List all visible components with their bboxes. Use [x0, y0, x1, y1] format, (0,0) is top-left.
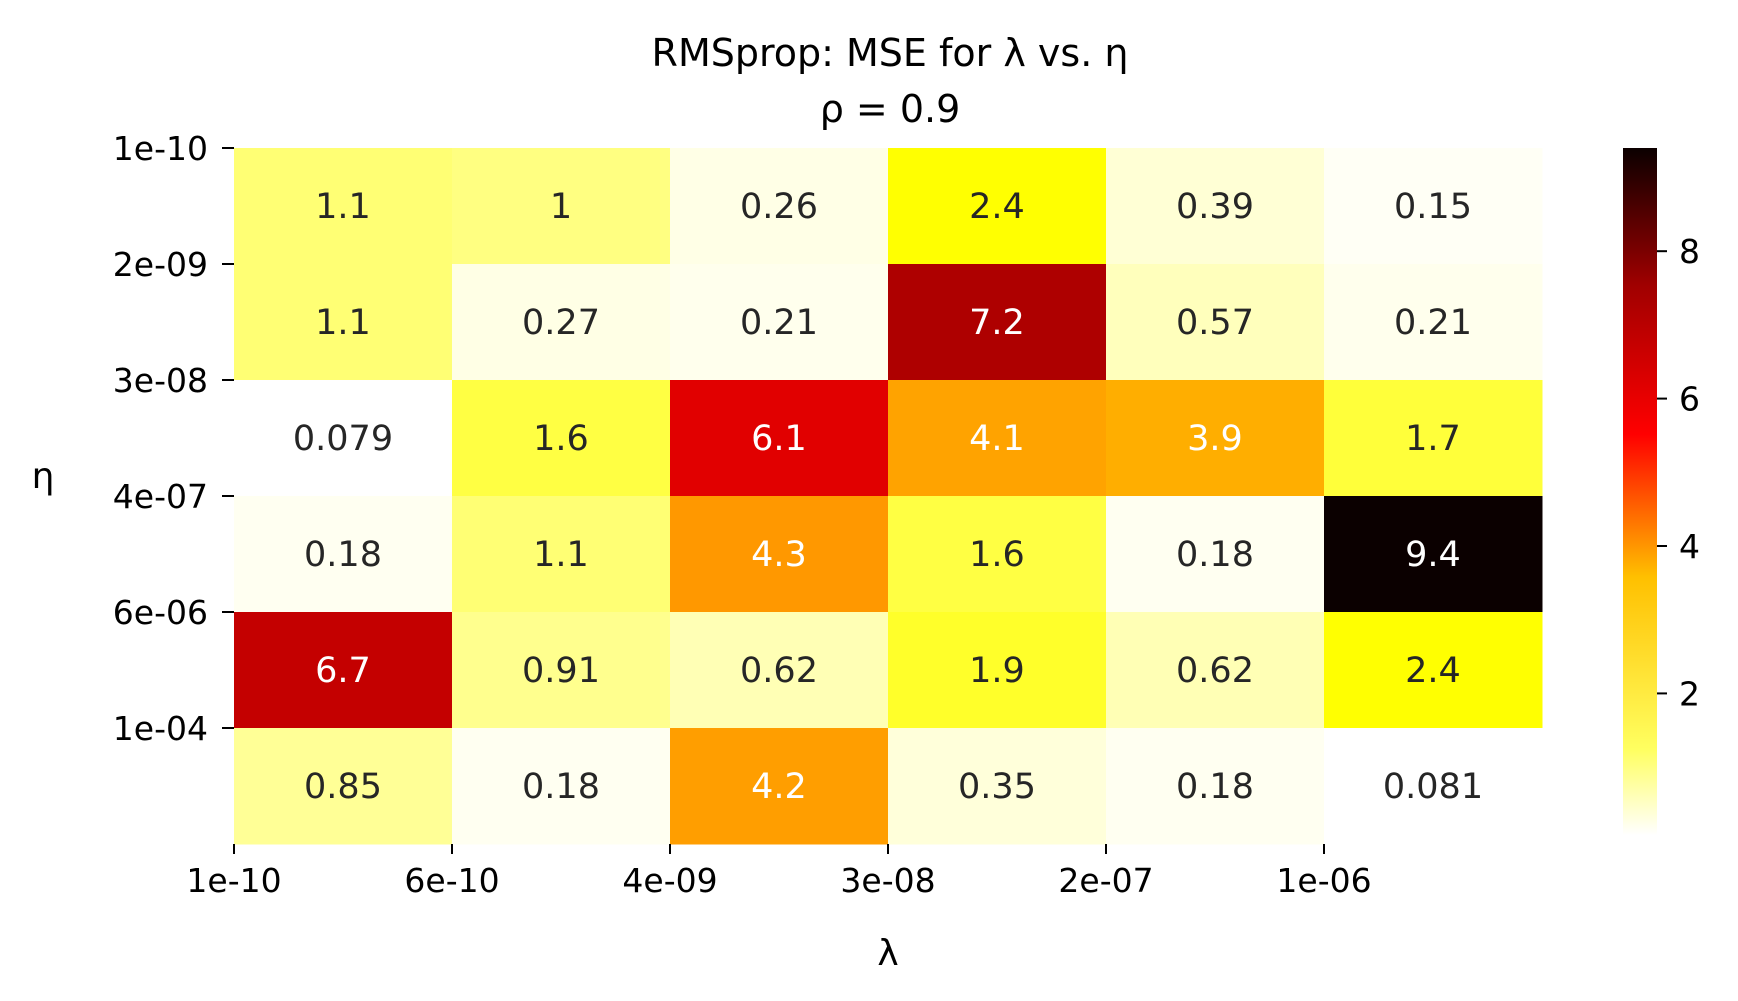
cell-value-label: 1.6 [969, 535, 1025, 575]
y-axis-label: η [32, 456, 55, 497]
cell-value-label: 0.62 [1176, 651, 1254, 691]
chart-subtitle: ρ = 0.9 [820, 87, 961, 131]
x-tick-label: 2e-07 [1058, 861, 1153, 900]
cell-value-label: 2.4 [969, 187, 1025, 227]
cell-value-label: 0.27 [522, 303, 600, 343]
heatmap-cell [1324, 612, 1543, 729]
heatmap-cell [234, 496, 453, 613]
cell-value-label: 0.081 [1383, 767, 1483, 807]
cell-value-label: 0.91 [522, 651, 600, 691]
heatmap-cell [1324, 496, 1543, 613]
cell-value-label: 0.57 [1176, 303, 1254, 343]
cell-value-label: 1.1 [315, 303, 371, 343]
heatmap-cell [888, 728, 1107, 845]
heatmap-cell [670, 380, 889, 497]
heatmap-cell [234, 264, 453, 381]
x-tick-label: 1e-06 [1276, 861, 1371, 900]
cell-value-label: 4.2 [751, 767, 807, 807]
chart-title: RMSprop: MSE for λ vs. η [652, 31, 1129, 75]
heatmap-cell [452, 380, 671, 497]
cell-value-label: 0.35 [958, 767, 1036, 807]
colorbar-tick-label: 8 [1679, 232, 1700, 271]
heatmap-cell [452, 496, 671, 613]
cell-value-label: 1 [550, 187, 572, 227]
heatmap-cell [234, 380, 453, 497]
cell-value-label: 0.18 [1176, 535, 1254, 575]
x-tick-label: 1e-10 [186, 861, 281, 900]
heatmap-cell [670, 728, 889, 845]
heatmap-cell [452, 612, 671, 729]
colorbar-axis: 2 4 6 8 [1657, 232, 1700, 713]
heatmap-cell [1324, 148, 1543, 265]
cell-value-label: 1.9 [969, 651, 1025, 691]
heatmap-cell [1324, 728, 1543, 845]
heatmap-cell [670, 612, 889, 729]
cell-value-label: 0.62 [740, 651, 818, 691]
colorbar-tick-label: 4 [1679, 527, 1700, 566]
x-tick-label: 6e-10 [404, 861, 499, 900]
heatmap-cell [1106, 380, 1325, 497]
heatmap-cell [234, 612, 453, 729]
heatmap-cell [1324, 264, 1543, 381]
heatmap-cell [888, 148, 1107, 265]
cell-value-label: 1.1 [533, 535, 589, 575]
cell-value-label: 9.4 [1405, 535, 1461, 575]
colorbar-tick-label: 6 [1679, 380, 1700, 419]
heatmap-cell [888, 380, 1107, 497]
heatmap-cell [1324, 380, 1543, 497]
colorbar-tick-label: 2 [1679, 674, 1700, 713]
colorbar [1623, 148, 1657, 835]
heatmap-cell [888, 264, 1107, 381]
heatmap-cell [670, 496, 889, 613]
heatmap-cell [1106, 496, 1325, 613]
heatmap-cell [888, 612, 1107, 729]
cell-value-label: 7.2 [969, 303, 1025, 343]
cell-value-label: 0.079 [293, 419, 393, 459]
cell-value-label: 0.15 [1394, 187, 1472, 227]
heatmap-cell [888, 496, 1107, 613]
y-tick-label: 3e-08 [113, 361, 208, 400]
heatmap-cell [1106, 264, 1325, 381]
cell-value-label: 0.21 [740, 303, 818, 343]
y-axis: 1e-10 2e-09 3e-08 4e-07 6e-06 1e-04 [113, 129, 234, 748]
cell-value-label: 6.1 [751, 419, 807, 459]
heatmap-cell [452, 728, 671, 845]
cell-value-label: 0.39 [1176, 187, 1254, 227]
cell-value-label: 0.18 [522, 767, 600, 807]
y-tick-label: 4e-07 [113, 477, 208, 516]
cell-value-label: 1.1 [315, 187, 371, 227]
cell-value-label: 0.18 [1176, 767, 1254, 807]
cell-value-label: 0.26 [740, 187, 818, 227]
y-tick-label: 1e-10 [113, 129, 208, 168]
x-axis-label: λ [877, 933, 898, 974]
cell-value-label: 1.7 [1405, 419, 1461, 459]
y-tick-label: 1e-04 [113, 709, 208, 748]
cell-value-label: 0.18 [304, 535, 382, 575]
heatmap-cell [1106, 728, 1325, 845]
cell-value-label: 6.7 [315, 651, 371, 691]
cell-value-label: 3.9 [1187, 419, 1243, 459]
heatmap-cell [452, 264, 671, 381]
heatmap-cell [670, 264, 889, 381]
x-axis: 1e-10 6e-10 4e-09 3e-08 2e-07 1e-06 [186, 844, 1372, 900]
heatmap-cell [452, 148, 671, 265]
x-tick-label: 3e-08 [840, 861, 935, 900]
cell-value-label: 4.3 [751, 535, 807, 575]
heatmap-cells: 1.1 1 0.26 2.4 0.39 0.15 1.1 0.27 0.21 7.2 0.57 0.2… [234, 148, 1543, 845]
x-tick-label: 4e-09 [622, 861, 717, 900]
heatmap-cell [1106, 148, 1325, 265]
cell-value-label: 0.21 [1394, 303, 1472, 343]
y-tick-label: 2e-09 [113, 245, 208, 284]
heatmap-cell [234, 148, 453, 265]
heatmap-cell [1106, 612, 1325, 729]
cell-value-label: 2.4 [1405, 651, 1461, 691]
cell-value-label: 0.85 [304, 767, 382, 807]
cell-value-label: 4.1 [969, 419, 1025, 459]
y-tick-label: 6e-06 [113, 593, 208, 632]
heatmap-cell [234, 728, 453, 845]
cell-value-label: 1.6 [533, 419, 589, 459]
heatmap-cell [670, 148, 889, 265]
